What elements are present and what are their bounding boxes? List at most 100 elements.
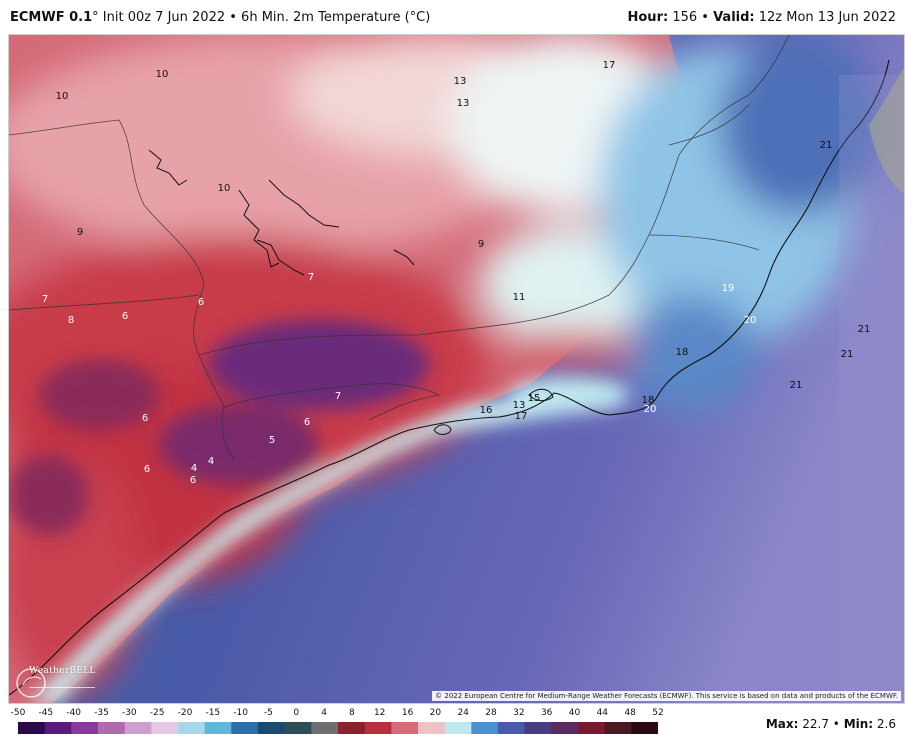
model-name: ECMWF 0.1: [10, 10, 93, 25]
map-value-label: 21: [819, 140, 833, 151]
color-scale: -50 -45 -40 -35 -30 -25 -20 -15 -10 -5 0 4 8 12 16 20 24…: [10, 708, 664, 748]
map-value-label: 4: [207, 456, 215, 467]
valid-label: Valid:: [713, 10, 755, 25]
color-scale-tick-label: 52: [652, 708, 664, 718]
color-scale-swatch: [284, 722, 312, 734]
color-scale-swatch: [124, 722, 152, 734]
map-value-label: 5: [268, 435, 276, 446]
color-scale-tick-label: 36: [540, 708, 553, 718]
map-value-label: 6: [143, 464, 151, 475]
color-scale-tick-label: 16: [401, 708, 414, 718]
color-scale-tick-label: -35: [94, 708, 109, 718]
color-scale-tick-label: -10: [233, 708, 248, 718]
map-value-label: 6: [141, 413, 149, 424]
color-scale-tick-label: 0: [293, 708, 300, 718]
valid-value: 12z Mon 13 Jun 2022: [754, 10, 896, 25]
color-scale-tick-label: -15: [205, 708, 221, 718]
map-value-label: 9: [76, 227, 84, 238]
color-scale-swatch: [98, 722, 126, 734]
map-value-label: 7: [334, 391, 342, 402]
map-value-label: 17: [602, 60, 616, 71]
logo-text: WeatherBELL: [29, 666, 96, 676]
map-value-label: 17: [514, 411, 528, 422]
color-scale-swatch: [418, 722, 446, 734]
map-value-label: 21: [840, 349, 854, 360]
color-scale-tick-label: 8: [349, 708, 355, 718]
map-value-label: 16: [479, 405, 493, 416]
map-value-label: 13: [456, 98, 470, 109]
map-value-label: 20: [743, 315, 757, 326]
weatherbell-logo: WeatherBELL: [15, 661, 101, 701]
color-scale-tick-label: 48: [624, 708, 636, 718]
color-scale-tick-label: -20: [177, 708, 193, 718]
map-value-label: 6: [197, 297, 205, 308]
color-scale-tick-label: 4: [321, 708, 327, 718]
color-scale-tick-label: 12: [373, 708, 386, 718]
map-title: ECMWF 0.1° Init 00z 7 Jun 2022 • 6h Min.…: [10, 10, 430, 25]
color-scale-swatch: [178, 722, 206, 734]
color-scale-swatch: [498, 722, 526, 734]
map-value-label: 6: [189, 475, 197, 486]
map-value-label: 4: [190, 463, 198, 474]
color-scale-swatch: [71, 722, 99, 734]
min-value: 2.6: [873, 717, 896, 731]
valid-time: Hour: 156 • Valid: 12z Mon 13 Jun 2022: [628, 10, 897, 25]
map-value-label: 13: [512, 400, 526, 411]
color-scale-swatch: [604, 722, 632, 734]
hour-label: Hour:: [627, 10, 669, 25]
map-value-label: 20: [643, 404, 657, 415]
color-scale-swatch: [151, 722, 179, 734]
color-scale-swatch: [231, 722, 259, 734]
init-text: Init 00z 7 Jun 2022 • 6h Min. 2m Tempera…: [98, 10, 410, 25]
max-value: 22.7 •: [798, 717, 844, 731]
color-scale-tick-label: -50: [10, 708, 26, 718]
color-scale-bar: [18, 722, 658, 734]
map-value-label: 6: [303, 417, 311, 428]
map-value-label: 9: [477, 239, 485, 250]
map-header: ECMWF 0.1° Init 00z 7 Jun 2022 • 6h Min.…: [0, 0, 914, 34]
map-value-label: 6: [121, 311, 129, 322]
color-scale-swatch: [524, 722, 552, 734]
map-value-label: 19: [721, 283, 735, 294]
color-scale-swatch: [444, 722, 472, 734]
map-value-label: 13: [453, 76, 467, 87]
color-scale-swatch: [204, 722, 232, 734]
color-scale-swatch: [391, 722, 419, 734]
logo-emblem: [16, 668, 95, 698]
color-scale-swatch: [631, 722, 658, 734]
color-scale-tick-label: -30: [121, 708, 137, 718]
color-scale-tick-label: 44: [596, 708, 609, 718]
min-label: Min:: [843, 717, 874, 731]
color-scale-tick-label: -25: [149, 708, 165, 718]
color-scale-swatch: [551, 722, 579, 734]
map-value-label: 10: [217, 183, 231, 194]
color-scale-tick-label: -40: [66, 708, 82, 718]
map-value-label: 18: [641, 395, 655, 406]
ecmwf-attribution: © 2022 European Centre for Medium-Range …: [432, 691, 901, 701]
color-scale-swatch: [338, 722, 366, 734]
map-value-label: 7: [41, 294, 49, 305]
map-value-label: 18: [675, 347, 689, 358]
temperature-map: 10 10 13 13 17 10 9 9 7 11 7 8 6 6 21 19…: [8, 34, 905, 704]
temperature-field: [9, 35, 904, 703]
max-min-readout: Max: 22.7 • Min: 2.6: [766, 717, 896, 731]
color-scale-labels: -50 -45 -40 -35 -30 -25 -20 -15 -10 -5 0 4 8 12 16 20 24…: [10, 708, 664, 720]
color-scale-swatch: [258, 722, 286, 734]
map-value-label: 21: [789, 380, 803, 391]
color-scale-swatch: [18, 722, 46, 734]
color-scale-tick-label: 28: [485, 708, 497, 718]
hour-value: 156 •: [668, 10, 714, 25]
color-scale-swatch: [311, 722, 339, 734]
color-scale-tick-label: 20: [429, 708, 442, 718]
map-value-label: 10: [155, 69, 169, 80]
map-value-label: 11: [512, 292, 526, 303]
color-scale-swatch: [44, 722, 72, 734]
color-scale-tick-label: -45: [38, 708, 54, 718]
map-value-label: 21: [857, 324, 871, 335]
map-value-label: 8: [67, 315, 75, 326]
color-scale-tick-label: 32: [513, 708, 525, 718]
map-value-label: 10: [55, 91, 69, 102]
color-scale-swatch: [471, 722, 499, 734]
color-scale-tick-label: 40: [568, 708, 581, 718]
color-scale-swatch: [578, 722, 606, 734]
